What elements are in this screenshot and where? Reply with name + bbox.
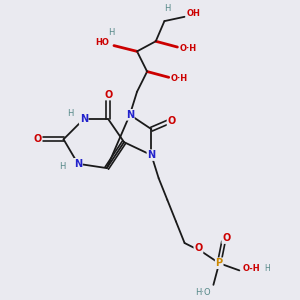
Text: O: O [222, 233, 230, 243]
Text: H: H [59, 162, 65, 171]
Text: O·H: O·H [180, 44, 197, 53]
Text: O·H: O·H [171, 74, 188, 83]
Text: HO: HO [95, 38, 109, 47]
Text: O: O [34, 134, 42, 144]
Text: O: O [167, 116, 176, 125]
Text: H: H [108, 28, 114, 37]
Text: O-H: O-H [243, 265, 260, 274]
Text: H·O: H·O [196, 288, 211, 297]
Text: P: P [216, 258, 223, 268]
Text: H: H [68, 109, 74, 118]
Text: OH: OH [186, 9, 200, 18]
Text: H: H [164, 4, 170, 13]
Text: H: H [264, 265, 270, 274]
Text: N: N [147, 150, 155, 160]
Text: O: O [194, 243, 202, 253]
Text: N: N [126, 110, 134, 120]
Text: N: N [80, 114, 88, 124]
Text: O: O [104, 90, 112, 100]
Text: N: N [74, 159, 82, 169]
